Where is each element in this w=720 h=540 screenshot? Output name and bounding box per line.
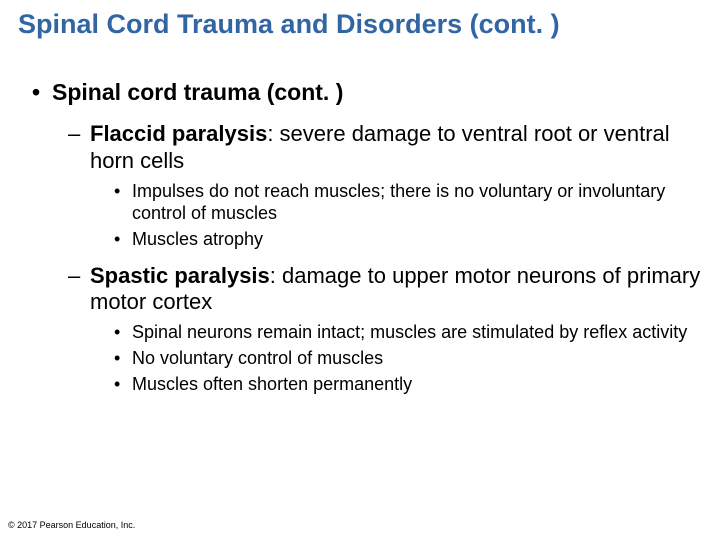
copyright-text: © 2017 Pearson Education, Inc. <box>8 520 135 530</box>
term-spastic: Spastic paralysis <box>90 263 270 288</box>
bullet-l3: Muscles atrophy <box>114 229 702 251</box>
bullet-l3: Impulses do not reach muscles; there is … <box>114 181 702 225</box>
slide-container: Spinal Cord Trauma and Disorders (cont. … <box>0 0 720 540</box>
bullet-l2-spastic: Spastic paralysis: damage to upper motor… <box>68 263 702 317</box>
bullet-l3: Spinal neurons remain intact; muscles ar… <box>114 322 702 344</box>
term-flaccid: Flaccid paralysis <box>90 121 267 146</box>
bullet-l2-flaccid: Flaccid paralysis: severe damage to vent… <box>68 121 702 175</box>
bullet-l3: Muscles often shorten permanently <box>114 374 702 396</box>
bullet-l3: No voluntary control of muscles <box>114 348 702 370</box>
bullet-l1: Spinal cord trauma (cont. ) <box>32 78 702 107</box>
slide-title: Spinal Cord Trauma and Disorders (cont. … <box>18 8 702 40</box>
